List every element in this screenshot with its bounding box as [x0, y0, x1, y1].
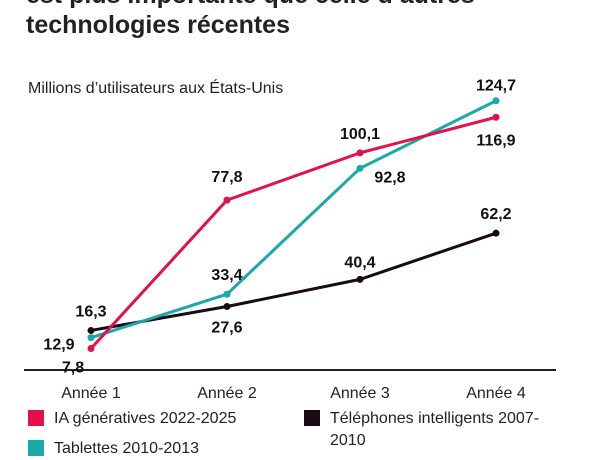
data-point-ia [492, 113, 500, 121]
x-tick-label: Année 3 [330, 385, 390, 402]
chart-subtitle: Millions d’utilisateurs aux États-Unis [28, 80, 284, 97]
legend-swatch-tablettes [28, 440, 44, 456]
legend-item-ia: IA génératives 2022-2025 [28, 408, 236, 430]
title-line-2: technologies récentes [26, 11, 290, 39]
legend-swatch-ia [28, 410, 44, 426]
x-tick-label: Année 4 [466, 385, 526, 402]
x-tick-label: Année 1 [61, 385, 121, 402]
data-label-tablettes: 92,8 [374, 169, 405, 186]
legend-label-ia: IA génératives 2022-2025 [54, 410, 237, 427]
data-label-tablettes: 124,7 [476, 78, 516, 95]
data-label-ia: 116,9 [476, 132, 515, 149]
data-label-telephones: 62,2 [480, 206, 511, 223]
data-point-ia [87, 344, 95, 352]
data-point-tablettes [492, 97, 500, 105]
data-point-telephones [356, 275, 364, 283]
series-line-tablettes [90, 99, 497, 340]
data-point-telephones [223, 303, 231, 311]
legend-swatch-telephones [304, 410, 320, 426]
legend-label-telephones: Téléphones intelligents 2007-2010 [330, 410, 540, 449]
data-point-telephones [87, 326, 95, 334]
data-point-ia [223, 196, 231, 204]
data-point-tablettes [356, 164, 364, 172]
data-label-tablettes: 33,4 [211, 267, 242, 284]
data-label-ia: 77,8 [211, 169, 242, 186]
x-tick-label: Année 2 [197, 385, 257, 402]
data-label-telephones: 27,6 [211, 320, 242, 337]
title-line-1: est plus importante que celle d’autres [26, 0, 596, 10]
series-line-ia [89, 115, 497, 350]
data-label-tablettes: 12,9 [43, 337, 74, 354]
data-point-telephones [492, 229, 500, 237]
data-point-ia [356, 149, 364, 157]
legend-label-tablettes: Tablettes 2010-2013 [54, 440, 199, 457]
data-label-telephones: 40,4 [344, 254, 375, 271]
series-line-telephones [90, 231, 497, 332]
data-label-telephones: 16,3 [75, 303, 106, 320]
data-point-tablettes [223, 290, 231, 298]
data-label-ia: 100,1 [340, 126, 380, 143]
data-label-ia: 7,8 [62, 359, 84, 376]
legend-item-telephones: Téléphones intelligents 2007-2010 [304, 408, 564, 452]
legend-item-tablettes: Tablettes 2010-2013 [28, 438, 199, 460]
data-point-tablettes [87, 334, 95, 342]
chart-title: est plus importante que celle d’autres t… [26, 0, 596, 40]
